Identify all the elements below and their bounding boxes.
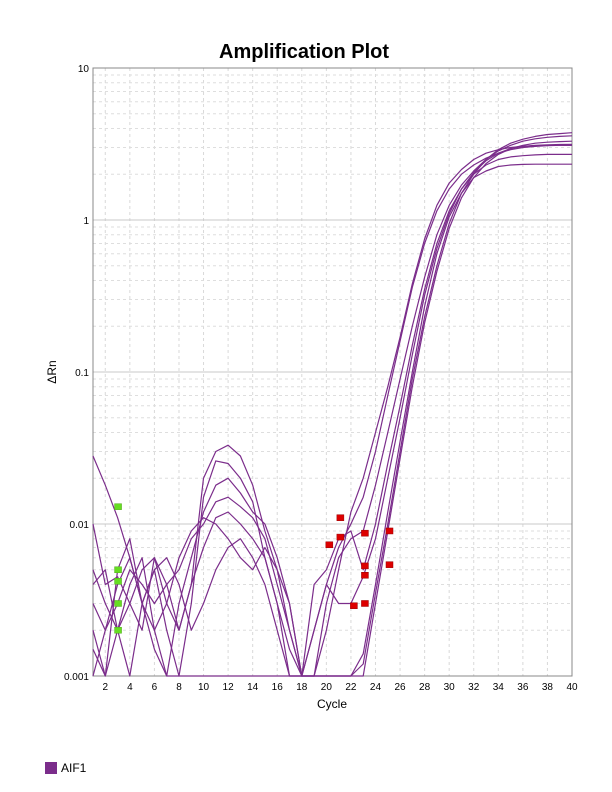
x-tick-label: 30: [444, 682, 456, 693]
y-axis-label: ΔRn: [45, 360, 59, 383]
y-tick-label: 0.001: [64, 672, 89, 683]
red-marker: [361, 600, 369, 607]
y-tick-label: 10: [78, 64, 90, 75]
x-tick-label: 20: [321, 682, 333, 693]
green-marker: [114, 626, 122, 634]
x-tick-label: 2: [103, 682, 109, 693]
series-line: [92, 163, 572, 677]
x-tick-label: 4: [127, 682, 133, 693]
red-marker: [385, 561, 394, 568]
red-marker: [336, 533, 345, 541]
threshold-markers: [114, 503, 394, 634]
chart-title: Amplification Plot: [219, 41, 389, 63]
x-tick-label: 6: [152, 682, 158, 693]
x-tick-label: 40: [566, 682, 578, 693]
x-tick-label: 32: [468, 682, 480, 693]
red-marker: [336, 514, 345, 521]
red-marker: [361, 562, 369, 570]
x-tick-label: 38: [542, 682, 554, 693]
red-marker: [361, 529, 369, 537]
red-marker: [361, 572, 369, 579]
x-tick-label: 26: [394, 682, 406, 693]
x-tick-label: 8: [176, 682, 182, 693]
series-line: [92, 140, 573, 677]
series-line: [92, 153, 572, 677]
x-tick-label: 18: [296, 682, 308, 693]
x-tick-label: 36: [517, 682, 529, 693]
red-marker: [350, 602, 358, 609]
series-lines: [92, 132, 573, 677]
legend-swatch: [45, 762, 57, 774]
green-marker: [114, 566, 122, 574]
y-tick-labels: 0.001 0.01 0.1 1 10: [64, 64, 89, 683]
x-tick-label: 24: [370, 682, 382, 693]
x-tick-label: 34: [493, 682, 505, 693]
x-tick-label: 12: [223, 682, 235, 693]
y-tick-label: 0.1: [75, 368, 89, 379]
y-tick-label: 1: [83, 216, 89, 227]
x-axis-label: Cycle: [317, 697, 347, 711]
y-tick-label: 0.01: [70, 520, 90, 531]
x-tick-label: 22: [345, 682, 357, 693]
x-tick-label: 14: [247, 682, 259, 693]
x-tick-labels: 2 4 6 8 10 12 14 16 18 20 22 24 26 28 30 32 34 36 38 40: [103, 682, 578, 693]
green-marker: [114, 578, 122, 585]
grid: [93, 68, 573, 677]
red-marker: [325, 541, 334, 549]
red-marker: [385, 527, 394, 535]
x-tick-label: 16: [272, 682, 284, 693]
legend: AIF1: [45, 761, 86, 775]
series-line: [92, 143, 573, 677]
green-marker: [114, 503, 122, 510]
x-tick-label: 10: [198, 682, 210, 693]
green-marker: [114, 600, 122, 607]
x-tick-label: 28: [419, 682, 431, 693]
series-line: [92, 144, 572, 677]
legend-label: AIF1: [61, 761, 87, 775]
series-line: [92, 144, 572, 677]
